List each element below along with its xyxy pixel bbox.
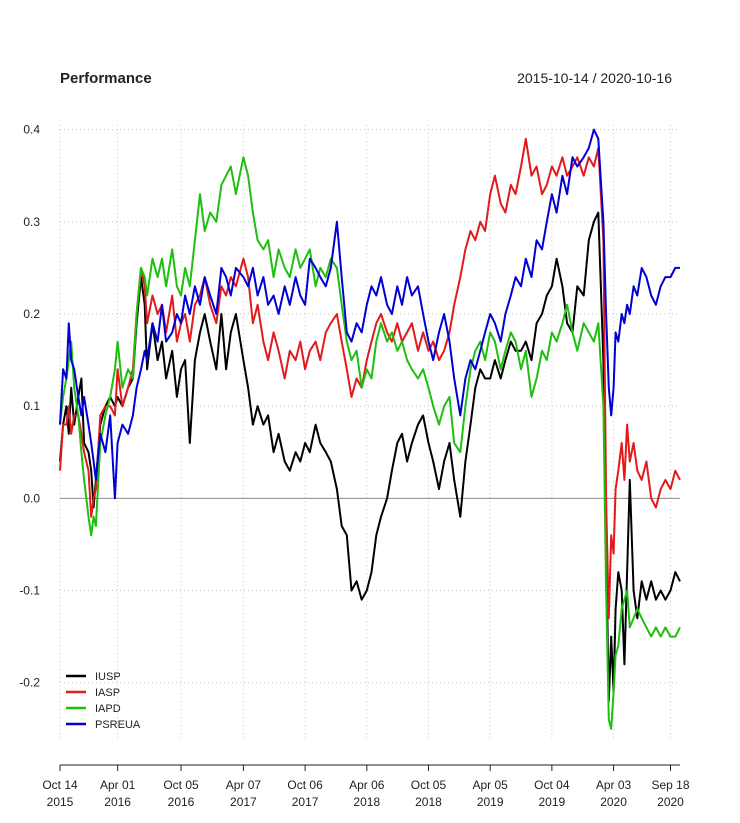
x-tick-label: Oct 05 [163, 778, 199, 792]
series-line-iasp [59, 137, 681, 620]
x-tick-year-label: 2019 [477, 795, 504, 809]
y-tick-label: -0.1 [19, 584, 40, 598]
x-tick-year-label: 2017 [230, 795, 257, 809]
x-tick-label: Sep 18 [651, 778, 689, 792]
y-axis: 0.4 0.3 0.2 0.1 0.0 -0.1 -0.2 [19, 123, 40, 690]
x-tick-year-label: 2016 [168, 795, 195, 809]
series-line-psreua [59, 128, 680, 500]
y-tick-label: 0.0 [23, 491, 40, 505]
legend-label-iasp: IASP [95, 687, 120, 699]
y-tick-label: 0.2 [23, 307, 40, 321]
x-tick-label: Apr 01 [100, 778, 136, 792]
date-range-label: 2015-10-14 / 2020-10-16 [517, 70, 672, 86]
x-tick-year-label: 2019 [539, 795, 566, 809]
x-tick-year-label: 2018 [353, 795, 380, 809]
x-tick-label: Oct 06 [287, 778, 323, 792]
legend-label-psreua: PSREUA [95, 719, 141, 731]
x-tick-year-label: 2020 [600, 795, 627, 809]
y-tick-label: 0.4 [23, 123, 40, 137]
x-tick-label: Apr 05 [472, 778, 508, 792]
y-tick-label: 0.1 [23, 399, 40, 413]
legend-label-iapd: IAPD [95, 703, 121, 715]
x-tick-year-label: 2020 [657, 795, 684, 809]
series-line-iapd [59, 156, 681, 730]
series-layer [59, 128, 681, 730]
x-tick-label: Oct 05 [411, 778, 447, 792]
x-tick-label: Oct 14 [42, 778, 78, 792]
legend-label-iusp: IUSP [95, 671, 121, 683]
x-axis: Oct 14 2015 Apr 01 2016 Oct 05 2016 Apr 07 2017… [42, 764, 690, 809]
x-tick-label: Apr 06 [349, 778, 385, 792]
x-tick-year-label: 2018 [415, 795, 442, 809]
legend: IUSP IASP IAPD PSREUA [66, 671, 141, 731]
y-tick-label: 0.3 [23, 215, 40, 229]
series-line-iusp [59, 211, 681, 703]
chart-title: Performance [60, 70, 152, 87]
grid-layer [59, 125, 680, 738]
x-tick-label: Apr 07 [226, 778, 262, 792]
x-tick-label: Apr 03 [596, 778, 632, 792]
y-tick-label: -0.2 [19, 676, 40, 690]
x-tick-year-label: 2015 [47, 795, 74, 809]
x-tick-year-label: 2017 [292, 795, 319, 809]
x-tick-year-label: 2016 [104, 795, 131, 809]
x-tick-label: Oct 04 [534, 778, 570, 792]
